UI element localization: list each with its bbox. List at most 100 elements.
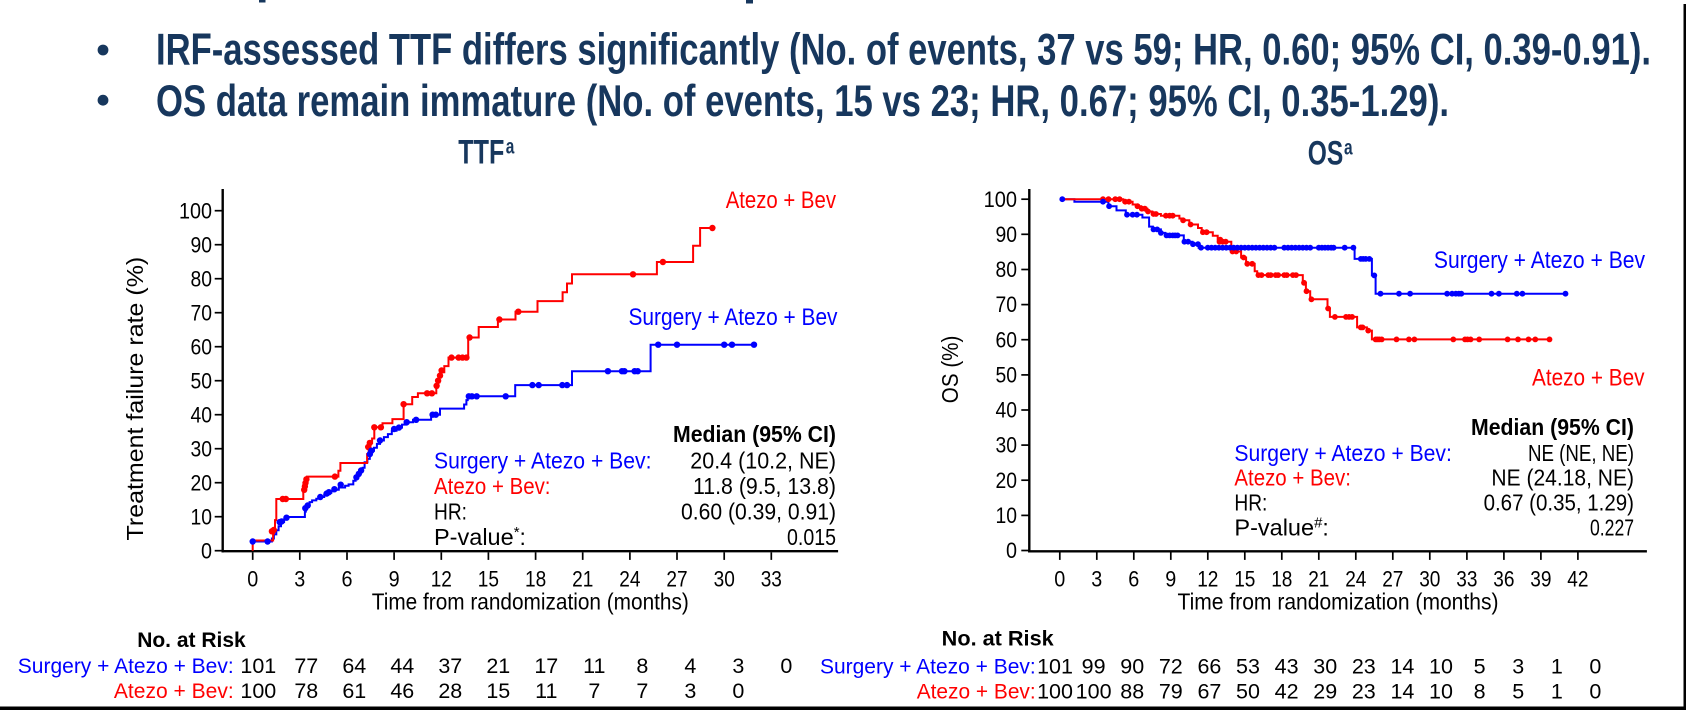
svg-text:24: 24 <box>1345 567 1366 592</box>
svg-text:40: 40 <box>996 398 1018 423</box>
svg-text:29: 29 <box>1313 679 1337 703</box>
svg-text:27: 27 <box>1382 567 1403 592</box>
svg-text:0: 0 <box>780 654 792 678</box>
svg-text:101: 101 <box>240 654 276 678</box>
svg-text:36: 36 <box>1493 567 1514 592</box>
svg-text:100: 100 <box>179 198 212 223</box>
svg-text:Surgery + Atezo + Bev:: Surgery + Atezo + Bev: <box>18 654 234 678</box>
svg-text:18: 18 <box>525 567 546 592</box>
svg-text:53: 53 <box>1236 655 1260 679</box>
svg-text:P-value#:: P-value#: <box>1234 514 1328 540</box>
svg-text:OS (%): OS (%) <box>937 336 963 404</box>
svg-text:100: 100 <box>1037 679 1073 703</box>
svg-text:11: 11 <box>583 654 605 678</box>
svg-text:24: 24 <box>619 567 640 592</box>
svg-text:46: 46 <box>390 679 414 703</box>
svg-text:30: 30 <box>714 567 735 592</box>
svg-text:78: 78 <box>294 679 318 703</box>
svg-text:50: 50 <box>191 368 213 393</box>
svg-text:HR:: HR: <box>434 499 467 525</box>
svg-text:3: 3 <box>684 679 696 703</box>
svg-text:30: 30 <box>1419 567 1440 592</box>
svg-text:15: 15 <box>1234 567 1255 592</box>
svg-text:No. at Risk: No. at Risk <box>137 628 246 652</box>
svg-text:60: 60 <box>191 334 213 359</box>
svg-text:90: 90 <box>191 232 213 257</box>
svg-text:Surgery + Atezo + Bev:: Surgery + Atezo + Bev: <box>820 655 1036 679</box>
svg-text:1: 1 <box>1551 655 1563 679</box>
svg-text:a: a <box>506 136 515 159</box>
svg-text:9: 9 <box>389 567 400 592</box>
svg-text:90: 90 <box>996 222 1018 247</box>
svg-text:8: 8 <box>1474 679 1486 703</box>
svg-text:15: 15 <box>478 567 499 592</box>
svg-text:50: 50 <box>1236 679 1260 703</box>
svg-text:10: 10 <box>1429 655 1453 679</box>
svg-text:20.4 (10.2, NE): 20.4 (10.2, NE) <box>690 448 836 474</box>
svg-text:3: 3 <box>294 567 305 592</box>
svg-text:0: 0 <box>201 538 212 563</box>
svg-text:67: 67 <box>1197 679 1221 703</box>
svg-text:0.227: 0.227 <box>1590 514 1634 540</box>
svg-text:0: 0 <box>247 567 258 592</box>
svg-text:4: 4 <box>684 654 696 678</box>
svg-text:IRF-assessed TTF differs signi: IRF-assessed TTF differs significantly (… <box>156 26 1651 75</box>
svg-text:Time from randomization (month: Time from randomization (months) <box>1178 589 1499 615</box>
svg-text:5: 5 <box>1512 679 1524 703</box>
svg-text:3: 3 <box>1512 655 1524 679</box>
svg-text:10: 10 <box>996 503 1018 528</box>
svg-text:1: 1 <box>1551 679 1563 703</box>
svg-text:80: 80 <box>191 266 213 291</box>
svg-text:0.67 (0.35, 1.29): 0.67 (0.35, 1.29) <box>1484 490 1634 516</box>
svg-text:10: 10 <box>191 504 213 529</box>
svg-text:0: 0 <box>1589 679 1601 703</box>
svg-text:3: 3 <box>732 654 744 678</box>
svg-text:11.8 (9.5, 13.8): 11.8 (9.5, 13.8) <box>693 473 836 499</box>
svg-text:30: 30 <box>1313 655 1337 679</box>
svg-text:44: 44 <box>390 654 414 678</box>
svg-text:100: 100 <box>1076 679 1112 703</box>
svg-text:30: 30 <box>996 433 1018 458</box>
svg-text:17: 17 <box>534 654 558 678</box>
svg-text:18: 18 <box>1271 567 1292 592</box>
svg-text:79: 79 <box>1159 679 1183 703</box>
svg-text:33: 33 <box>1456 567 1477 592</box>
svg-text:Atezo + Bev:: Atezo + Bev: <box>114 679 234 703</box>
svg-text:23: 23 <box>1352 679 1376 703</box>
svg-text:0: 0 <box>1589 655 1601 679</box>
svg-text:33: 33 <box>761 567 782 592</box>
svg-text:Surgery + Atezo + Bev:: Surgery + Atezo + Bev: <box>1234 440 1452 466</box>
svg-text:Surgery + Atezo + Bev: Surgery + Atezo + Bev <box>1434 247 1645 274</box>
svg-text:3: 3 <box>1091 567 1102 592</box>
svg-text:14: 14 <box>1390 679 1414 703</box>
svg-text:64: 64 <box>342 654 366 678</box>
svg-text:14: 14 <box>1390 655 1414 679</box>
svg-text:9: 9 <box>1165 567 1176 592</box>
svg-text:12: 12 <box>1197 567 1218 592</box>
svg-text:No. at Risk: No. at Risk <box>942 627 1054 651</box>
svg-text:27: 27 <box>666 567 687 592</box>
svg-text:HR:: HR: <box>1234 490 1267 516</box>
svg-text:Atezo + Bev:: Atezo + Bev: <box>434 473 551 499</box>
svg-text:66: 66 <box>1197 655 1221 679</box>
svg-text:101: 101 <box>1037 655 1073 679</box>
svg-text:Median (95% CI): Median (95% CI) <box>673 421 836 447</box>
svg-text:70: 70 <box>191 300 213 325</box>
svg-text:0.015: 0.015 <box>787 524 836 550</box>
svg-text:100: 100 <box>240 679 276 703</box>
svg-text:70: 70 <box>996 292 1018 317</box>
svg-text:40: 40 <box>191 402 213 427</box>
svg-text:Atezo + Bev:: Atezo + Bev: <box>1234 465 1351 491</box>
svg-text:23: 23 <box>1352 655 1376 679</box>
svg-text:Atezo + Bev:: Atezo + Bev: <box>917 679 1036 703</box>
svg-text:99: 99 <box>1082 655 1106 679</box>
svg-text:21: 21 <box>572 567 593 592</box>
svg-text:60: 60 <box>996 327 1018 352</box>
svg-text:77: 77 <box>294 654 318 678</box>
svg-text:Atezo + Bev: Atezo + Bev <box>1532 364 1645 391</box>
svg-text:Treatment failure rate (%): Treatment failure rate (%) <box>122 257 148 541</box>
svg-text:0: 0 <box>1054 567 1065 592</box>
svg-text:10: 10 <box>1429 679 1453 703</box>
svg-text:50: 50 <box>996 363 1018 388</box>
svg-text:0: 0 <box>1006 538 1017 563</box>
